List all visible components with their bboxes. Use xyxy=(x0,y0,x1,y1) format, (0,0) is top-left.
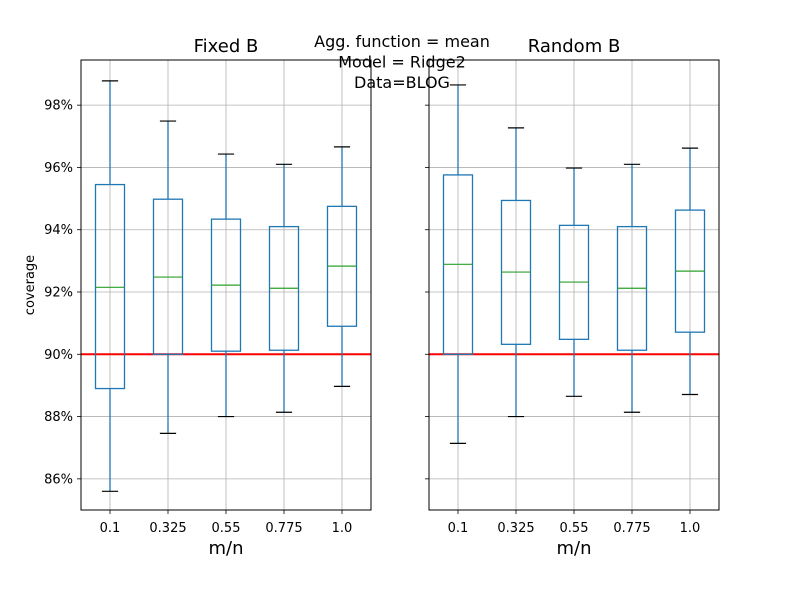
x-tick-label: 0.55 xyxy=(560,521,589,536)
x-tick-label: 0.55 xyxy=(212,521,241,536)
x-axis-label: m/n xyxy=(556,538,591,559)
x-tick-label: 0.325 xyxy=(497,521,534,536)
suptitle-line: Data=BLOG xyxy=(354,73,450,92)
box-0.55 xyxy=(558,167,590,397)
box-0.1 xyxy=(94,80,126,492)
x-tick-label: 0.775 xyxy=(265,521,302,536)
box-0.1 xyxy=(442,84,474,444)
x-tick-label: 0.1 xyxy=(100,521,121,536)
box-1.0 xyxy=(674,147,706,396)
y-tick-label: 98% xyxy=(44,99,73,114)
y-tick-label: 92% xyxy=(44,286,73,301)
box-0.325 xyxy=(152,120,184,434)
panel-title: Fixed B xyxy=(194,36,259,57)
box-0.55 xyxy=(210,153,242,418)
box-iqr xyxy=(94,183,126,390)
x-axis-label: m/n xyxy=(208,538,243,559)
y-tick-label: 94% xyxy=(44,223,73,238)
y-tick-label: 90% xyxy=(44,348,73,363)
box-0.775 xyxy=(268,163,300,413)
x-tick-label: 0.775 xyxy=(613,521,650,536)
x-tick-label: 1.0 xyxy=(332,521,353,536)
suptitle-line: Model = Ridge2 xyxy=(338,53,466,72)
y-tick-label: 88% xyxy=(44,410,73,425)
x-tick-label: 0.325 xyxy=(149,521,186,536)
panel-1: 0.1 0.325 0.55 0.775 1.0 Random B m/n xyxy=(425,36,720,559)
suptitle-line: Agg. function = mean xyxy=(314,32,490,51)
box-0.775 xyxy=(616,163,648,413)
axes-frame xyxy=(80,59,372,511)
x-tick-label: 0.1 xyxy=(448,521,469,536)
box-1.0 xyxy=(326,146,358,387)
y-axis-label: coverage xyxy=(23,255,38,315)
axes-frame xyxy=(428,59,720,511)
panel-0: 86% 88% 90% 92% 94% 96% 98% 0.1 0.325 0.55 0.775 1.… xyxy=(44,36,372,559)
x-tick-label: 1.0 xyxy=(680,521,701,536)
box-0.325 xyxy=(500,127,532,418)
y-tick-label: 86% xyxy=(44,472,73,487)
y-tick-label: 96% xyxy=(44,161,73,176)
panel-title: Random B xyxy=(528,36,621,57)
